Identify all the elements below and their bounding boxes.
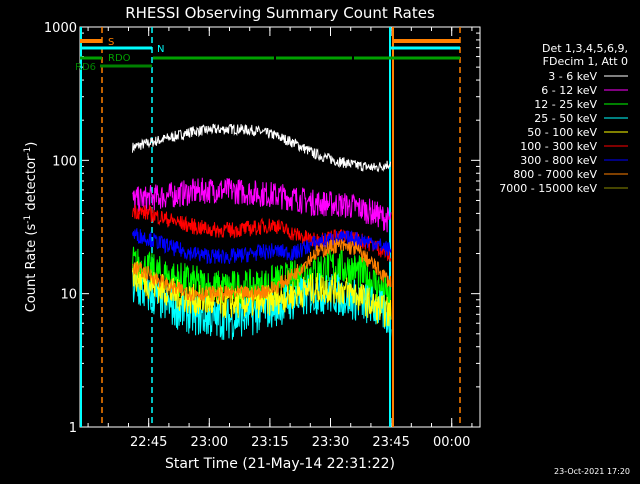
legend-label: 7000 - 15000 keV [499, 182, 597, 195]
x-tick-label: 23:30 [312, 435, 349, 450]
flag-s-label: S [108, 37, 114, 48]
x-tick-label: 23:15 [251, 435, 288, 450]
y-tick-labels: 1 10 100 1000 [44, 21, 77, 436]
flag-rd6-label: RD6 [75, 62, 96, 73]
legend-label: 25 - 50 keV [534, 112, 597, 125]
legend-label: 50 - 100 keV [527, 126, 597, 139]
y-axis-label-mid: detector [24, 155, 39, 215]
legend-label: 800 - 7000 keV [513, 168, 597, 181]
series-line-3 [132, 246, 392, 309]
y-axis-label: Count Rate (s-1 detector-1) [23, 142, 39, 313]
series-line-8 [132, 238, 392, 303]
x-tick-label: 23:45 [372, 435, 409, 450]
observing-flags: S N RDO RD6 [75, 27, 461, 427]
legend: Det 1,3,4,5,6,9, FDecim 1, Att 0 3 - 6 k… [499, 42, 628, 195]
flag-n-label: N [157, 44, 164, 55]
series-line-6 [132, 204, 392, 262]
legend-label: 300 - 800 keV [520, 154, 597, 167]
plot-axes [79, 26, 481, 428]
y-axis-label-sup1: -1 [23, 215, 33, 224]
y-tick-label: 1000 [44, 21, 77, 36]
legend-label: 12 - 25 keV [534, 98, 597, 111]
series-lines [132, 123, 392, 340]
y-axis-label-sup2: -1 [23, 147, 33, 156]
legend-header-line-2: FDecim 1, Att 0 [543, 55, 628, 68]
footer-date: 23-Oct-2021 17:20 [554, 467, 630, 476]
y-axis-label-end: ) [24, 142, 39, 147]
series-line-5 [132, 261, 392, 328]
legend-label: 100 - 300 keV [520, 140, 597, 153]
plot-frame [79, 26, 481, 428]
flag-rdo-label: RDO [108, 53, 131, 64]
y-tick-label: 10 [60, 288, 77, 303]
legend-label: 6 - 12 keV [541, 84, 597, 97]
series-line-2 [132, 177, 392, 233]
y-tick-label: 100 [52, 154, 77, 169]
x-tick-label: 23:00 [191, 435, 228, 450]
y-tick-label: 1 [69, 421, 77, 436]
x-tick-label: 00:00 [433, 435, 470, 450]
x-tick-label: 22:45 [130, 435, 167, 450]
chart-title: RHESSI Observing Summary Count Rates [125, 4, 435, 22]
y-axis-label-main: Count Rate (s [24, 224, 39, 313]
x-tick-labels: 22:45 23:00 23:15 23:30 23:45 00:00 [130, 435, 470, 450]
legend-label: 3 - 6 keV [548, 70, 597, 83]
x-axis-label: Start Time (21-May-14 22:31:22) [165, 456, 395, 472]
legend-header-line-1: Det 1,3,4,5,6,9, [542, 42, 628, 55]
series-line-1 [132, 123, 392, 173]
series-line-7 [132, 228, 392, 265]
